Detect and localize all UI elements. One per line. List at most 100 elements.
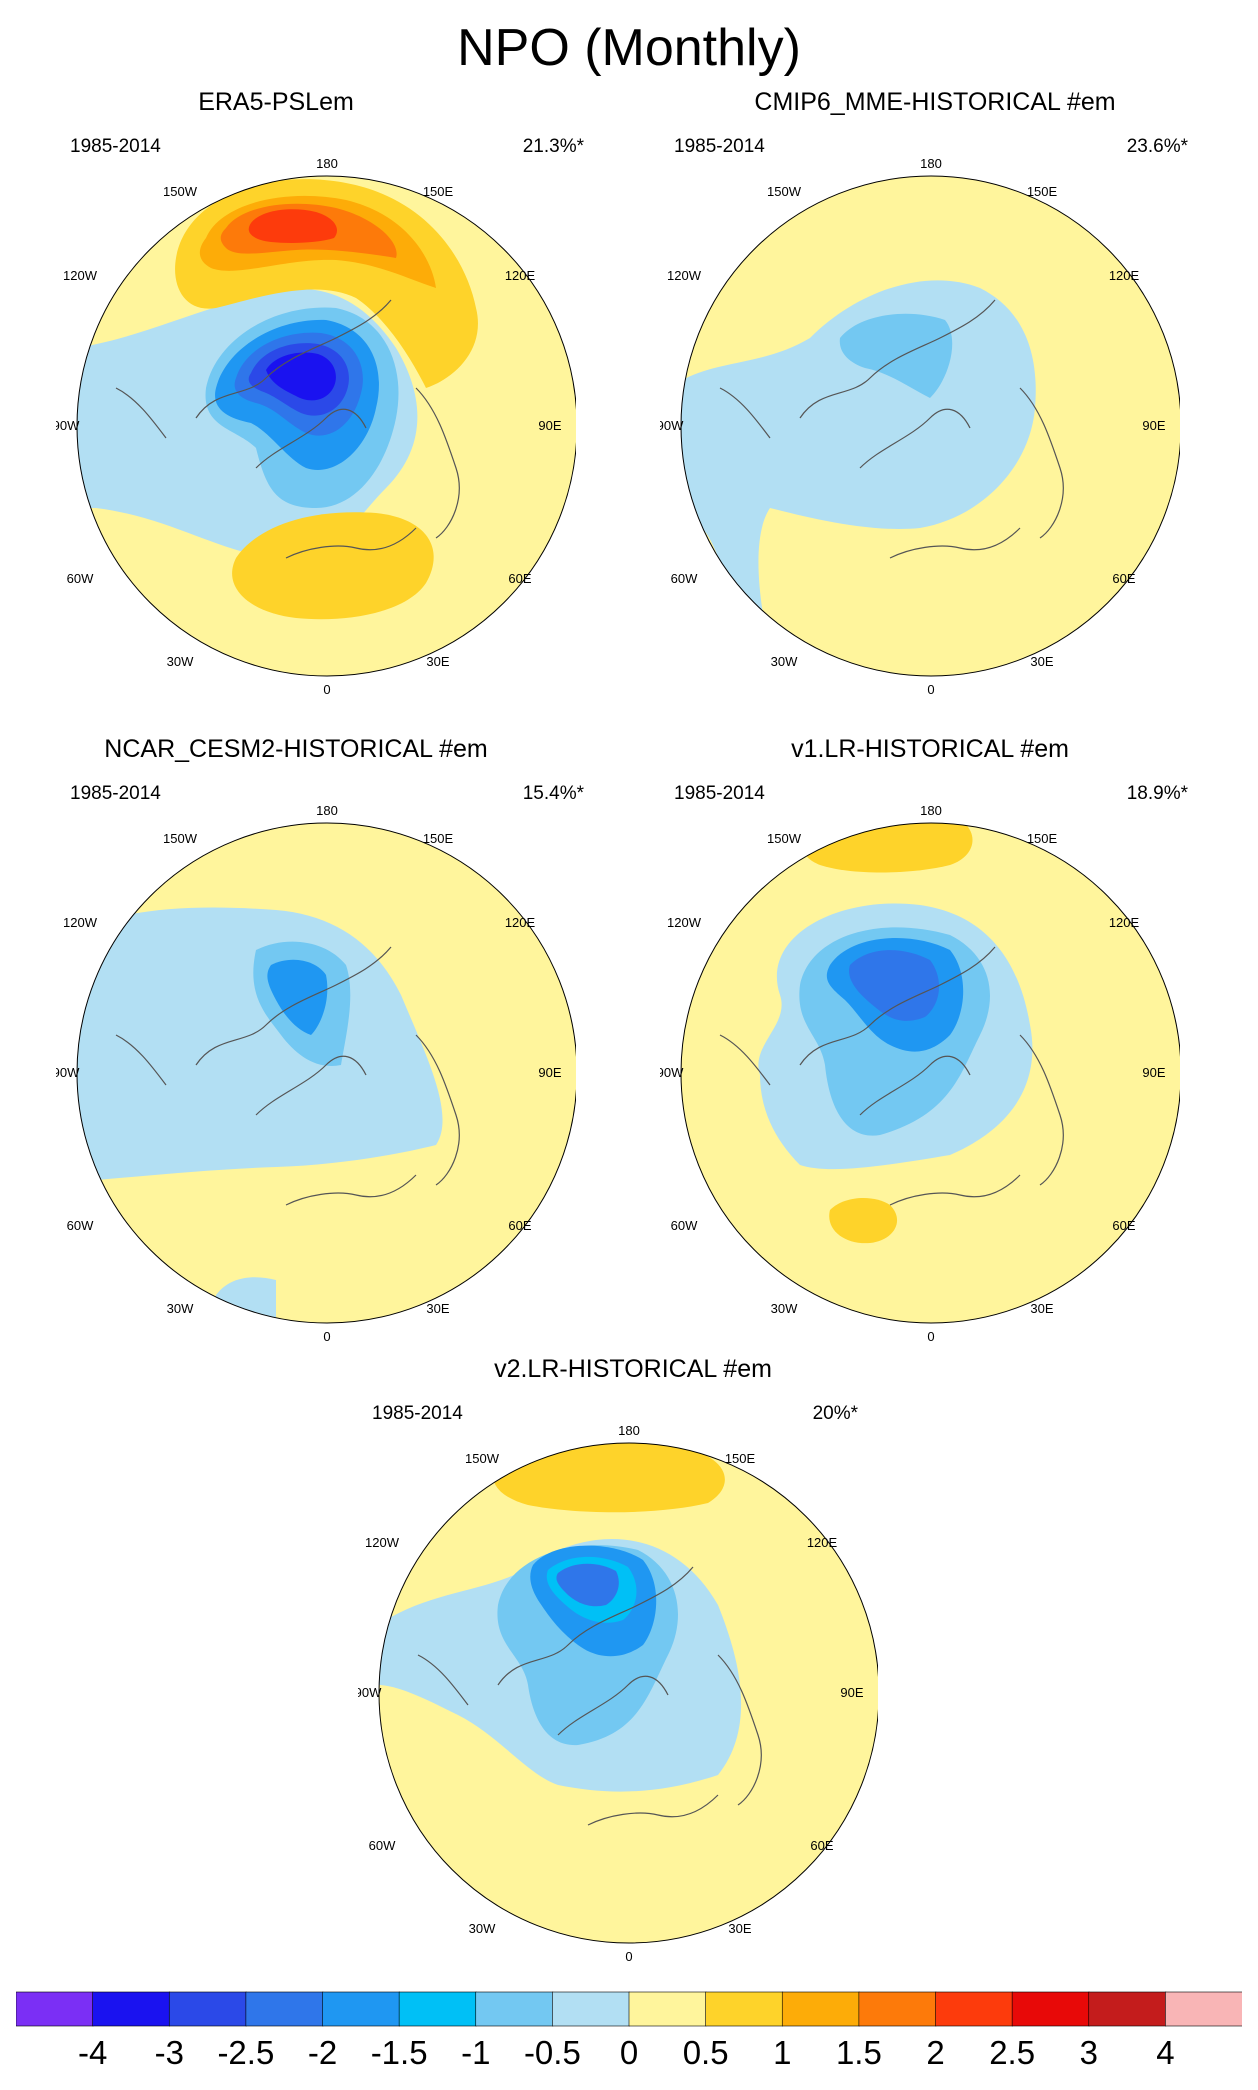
- lon-label: 90W: [56, 418, 80, 433]
- colorbar-swatch: [858, 1991, 937, 2027]
- colorbar-tick-label: -0.5: [523, 2034, 581, 2071]
- colorbar-tick-label: -2.5: [217, 2034, 275, 2071]
- panel-variance: 20%*: [812, 1403, 858, 1424]
- lon-label: 0: [323, 682, 330, 697]
- panel-era5: ERA5-PSLem 1985-2014 21.3%*: [56, 88, 584, 708]
- colorbar-swatch: [16, 1991, 94, 2027]
- colorbar-tick-label: -3: [154, 2034, 184, 2071]
- lon-label: 0: [323, 1329, 330, 1344]
- lon-label: 90W: [660, 1065, 684, 1080]
- colorbar-tick-label: 2: [926, 2034, 945, 2071]
- colorbar-tick-label: 1.5: [835, 2034, 882, 2071]
- lon-label: 60E: [810, 1838, 833, 1853]
- lon-label: 30W: [771, 654, 798, 669]
- lon-label: 30W: [167, 1301, 194, 1316]
- lon-label: 90E: [1142, 1065, 1165, 1080]
- lon-label: 0: [625, 1949, 632, 1964]
- lon-label: 180: [316, 156, 338, 171]
- lon-label: 60E: [508, 571, 531, 586]
- polar-map: 180 150E 120E 90E 60E 30E 0 30W 60W 90W …: [56, 803, 576, 1344]
- lon-label: 150W: [163, 184, 198, 199]
- lon-label: 180: [316, 803, 338, 818]
- lon-label: 120E: [1109, 915, 1140, 930]
- colorbar-swatch: [552, 1991, 630, 2027]
- lon-label: 90E: [538, 418, 561, 433]
- lon-label: 30E: [426, 1301, 449, 1316]
- lon-label: 30E: [1030, 654, 1053, 669]
- lon-label: 60E: [1112, 571, 1135, 586]
- lon-label: 30E: [1030, 1301, 1053, 1316]
- lon-label: 180: [920, 803, 942, 818]
- lon-label: 150W: [767, 184, 802, 199]
- colorbar-swatch: [245, 1991, 324, 2027]
- panel-variance: 21.3%*: [522, 136, 584, 157]
- colorbar-tick-label: 2.5: [989, 2034, 1036, 2071]
- lon-label: 30E: [426, 654, 449, 669]
- lon-label: 150W: [767, 831, 802, 846]
- panel-title: CMIP6_MME-HISTORICAL #em: [754, 88, 1116, 116]
- colorbar-swatch: [1165, 1991, 1242, 2027]
- panel-variance: 18.9%*: [1126, 783, 1188, 804]
- lon-label: 120E: [505, 268, 536, 283]
- colorbar-tick-label: 4: [1156, 2034, 1175, 2071]
- colorbar-swatch: [168, 1991, 247, 2027]
- lon-label: 60W: [369, 1838, 396, 1853]
- lon-label: 120E: [807, 1535, 838, 1550]
- lon-label: 90E: [840, 1685, 863, 1700]
- polar-map: 180 150E 120E 90E 60E 30E 0 30W 60W 90W …: [660, 803, 1180, 1344]
- colorbar-swatch: [1011, 1991, 1090, 2027]
- lon-label: 120W: [667, 915, 702, 930]
- lon-label: 180: [920, 156, 942, 171]
- panel-v2-lr: v2.LR-HISTORICAL #em 1985-2014 20%* 180 …: [358, 1355, 878, 1975]
- lon-label: 60W: [67, 1218, 94, 1233]
- lon-label: 180: [618, 1423, 640, 1438]
- colorbar-swatch: [628, 1991, 707, 2027]
- colorbar-swatch: [1088, 1991, 1167, 2027]
- lon-label: 150E: [725, 1451, 756, 1466]
- colorbar-swatch: [781, 1991, 860, 2027]
- panel-title: NCAR_CESM2-HISTORICAL #em: [104, 735, 488, 763]
- colorbar-tick-label: 0.5: [682, 2034, 729, 2071]
- lon-label: 90W: [358, 1685, 382, 1700]
- lon-label: 30W: [771, 1301, 798, 1316]
- colorbar-swatch: [322, 1991, 400, 2027]
- panel-title: ERA5-PSLem: [198, 88, 354, 116]
- lon-label: 150E: [423, 831, 454, 846]
- panel-cmip6: CMIP6_MME-HISTORICAL #em 1985-2014 23.6%…: [660, 88, 1188, 708]
- panel-v1-lr: v1.LR-HISTORICAL #em 1985-2014 18.9%* 18…: [660, 735, 1188, 1355]
- colorbar-swatch: [475, 1991, 554, 2027]
- lon-label: 0: [927, 1329, 934, 1344]
- figure-title: NPO (Monthly): [457, 19, 801, 77]
- lon-label: 60E: [1112, 1218, 1135, 1233]
- colorbar-tick-label: 3: [1079, 2034, 1098, 2071]
- lon-label: 120W: [365, 1535, 400, 1550]
- colorbar-tick-label: -1.5: [370, 2034, 428, 2071]
- lon-label: 30W: [167, 654, 194, 669]
- colorbar-swatch: [935, 1991, 1013, 2027]
- panel-title: v2.LR-HISTORICAL #em: [494, 1355, 772, 1383]
- lon-label: 120E: [1109, 268, 1140, 283]
- colorbar-tick-label: -2: [307, 2034, 338, 2071]
- lon-label: 60E: [508, 1218, 531, 1233]
- lon-label: 30W: [469, 1921, 496, 1936]
- panel-period: 1985-2014: [674, 136, 765, 157]
- lon-label: 120W: [667, 268, 702, 283]
- panel-period: 1985-2014: [70, 136, 161, 157]
- panel-period: 1985-2014: [70, 783, 161, 804]
- colorbar: [16, 1991, 1242, 2027]
- colorbar-swatch: [398, 1991, 477, 2027]
- lon-label: 90E: [1142, 418, 1165, 433]
- lon-label: 30E: [728, 1921, 751, 1936]
- polar-map: 180 150E 120E 90E 60E 30E 0 30W 60W 90W …: [358, 1423, 878, 1964]
- lon-label: 120W: [63, 268, 98, 283]
- colorbar-swatch: [705, 1991, 784, 2027]
- panel-ncar-cesm2: NCAR_CESM2-HISTORICAL #em 1985-2014 15.4…: [56, 735, 584, 1355]
- colorbar-tick-label: 0: [619, 2034, 639, 2071]
- lon-label: 90E: [538, 1065, 561, 1080]
- polar-map: 180 150E 120E 90E 60E 30E 0 30W 60W 90W …: [660, 156, 1180, 697]
- panel-period: 1985-2014: [372, 1403, 463, 1424]
- lon-label: 60W: [671, 571, 698, 586]
- lon-label: 90W: [660, 418, 684, 433]
- lon-label: 120W: [63, 915, 98, 930]
- polar-map: 180 150E 120E 90E 60E 30E 0 30W 60W 90W …: [56, 156, 576, 697]
